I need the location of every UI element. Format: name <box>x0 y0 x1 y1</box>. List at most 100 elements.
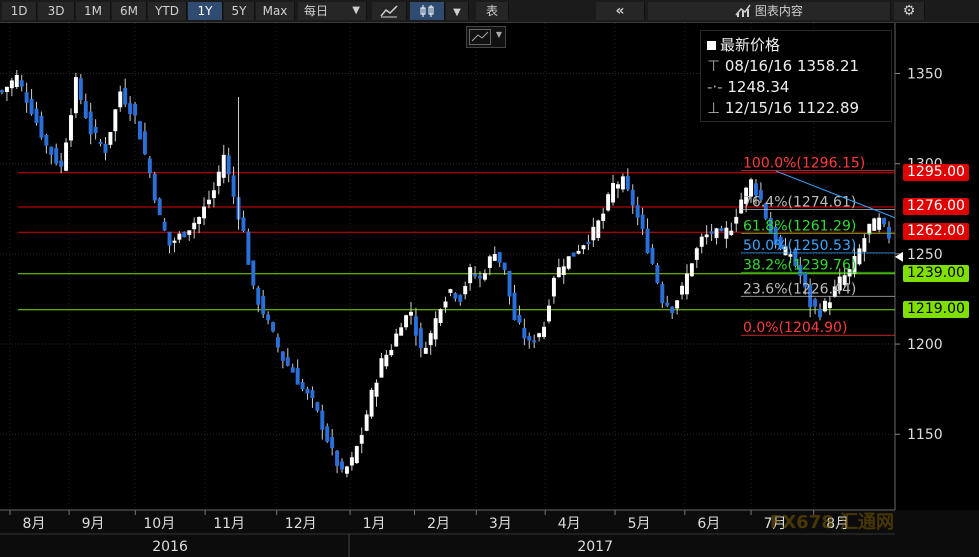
range-max[interactable]: Max <box>256 2 295 20</box>
candle-body <box>468 267 473 284</box>
collapse-button[interactable]: « <box>596 2 645 20</box>
candle-body <box>187 230 192 235</box>
frequency-dropdown[interactable]: 每日 ▼ <box>298 2 367 20</box>
candle-body <box>256 287 261 305</box>
candle-body <box>226 155 231 175</box>
range-1y[interactable]: 1Y <box>188 2 223 20</box>
ytick-label: 1350 <box>907 67 943 83</box>
candle-body <box>394 333 399 347</box>
candle-body <box>172 240 177 243</box>
candle-body <box>389 349 394 356</box>
candle-body <box>29 98 34 115</box>
price-tag: 1219.00 <box>903 300 969 318</box>
ytick-label: 1250 <box>907 247 943 263</box>
candle-body <box>507 270 512 297</box>
candle-body <box>798 265 803 276</box>
candle-body <box>596 220 601 238</box>
chart-menu-label: 图表内容 <box>754 4 803 18</box>
candle-body <box>404 315 409 328</box>
fib-label: 61.8%(1261.29) <box>743 219 856 235</box>
candle-body <box>433 318 438 340</box>
range-1d[interactable]: 1D <box>2 2 37 20</box>
chevron-down-icon: ▼ <box>495 30 502 39</box>
candle-body <box>709 231 714 234</box>
candle-body <box>753 183 758 196</box>
low-marker-icon: ⊥ <box>707 99 721 117</box>
candle-body <box>739 199 744 214</box>
candle-body <box>177 233 182 240</box>
candle-body <box>788 254 793 257</box>
candle-body <box>98 141 103 144</box>
candle-body <box>783 246 788 256</box>
candle-body <box>487 256 492 268</box>
drawing-tool-dropdown[interactable]: ▼ <box>466 26 506 48</box>
xtick-label: 7月 <box>764 516 787 532</box>
range-3d[interactable]: 3D <box>38 2 75 20</box>
price-tag: 1295.00 <box>903 163 969 181</box>
candle-body <box>650 247 655 264</box>
candle-body <box>192 222 197 230</box>
candle-body <box>88 111 93 135</box>
candle-body <box>601 213 606 221</box>
candle-body <box>670 306 675 314</box>
chart-menu-button[interactable]: 图表内容 <box>648 2 891 20</box>
bar-chart-icon <box>735 4 751 17</box>
candle-body <box>611 182 616 203</box>
candle-body <box>349 457 354 466</box>
candle-body <box>19 80 24 87</box>
candle-body <box>867 223 872 235</box>
candle-body <box>438 309 443 323</box>
candle-body <box>34 108 39 123</box>
candle-body <box>852 255 857 274</box>
candle-body <box>882 218 887 225</box>
legend-last: 1248.34 <box>727 78 790 96</box>
chart-type-dropdown[interactable]: ▼ <box>446 2 469 20</box>
candle-body <box>729 230 734 235</box>
candle-body <box>542 326 547 337</box>
candle-body <box>448 289 453 293</box>
candle-body <box>241 217 246 232</box>
candle-body <box>118 91 123 108</box>
candle-body <box>9 80 14 89</box>
candle-body <box>44 134 49 146</box>
candle-body <box>734 216 739 224</box>
candle-body <box>694 248 699 260</box>
price-tag: 1262.00 <box>903 223 969 241</box>
range-6m[interactable]: 6M <box>112 2 147 20</box>
candle-body <box>675 300 680 309</box>
xtick-label: 9月 <box>82 516 105 532</box>
settings-button[interactable]: ⚙ <box>894 2 925 20</box>
candle-body <box>689 263 694 277</box>
candle-body <box>162 221 167 231</box>
candlestick-button[interactable] <box>410 2 445 20</box>
candle-body <box>64 142 69 171</box>
candle-body <box>719 228 724 232</box>
line-chart-button[interactable] <box>372 2 407 20</box>
range-1m[interactable]: 1M <box>76 2 111 20</box>
candle-body <box>142 131 147 155</box>
candle-body <box>803 272 808 288</box>
candle-body <box>763 203 768 219</box>
candle-body <box>266 314 271 321</box>
candle-body <box>625 175 630 190</box>
candle-body <box>78 78 83 100</box>
candle-body <box>822 300 827 312</box>
candle-body <box>128 103 133 115</box>
candle-body <box>108 132 113 145</box>
candle-body <box>300 382 305 390</box>
ytick-label: 1150 <box>907 427 943 443</box>
candle-body <box>147 158 152 174</box>
candle-body <box>827 302 832 308</box>
candle-body <box>640 214 645 230</box>
candle-body <box>330 436 335 449</box>
candle-body <box>285 357 290 366</box>
range-5y[interactable]: 5Y <box>224 2 255 20</box>
ytick-label: 1200 <box>907 337 943 353</box>
price-tag: 1239.00 <box>903 264 969 282</box>
table-button[interactable]: 表 <box>476 2 509 20</box>
candle-body <box>665 302 670 306</box>
candle-body <box>325 426 330 442</box>
last-price-marker <box>895 251 903 262</box>
range-ytd[interactable]: YTD <box>148 2 187 20</box>
candle-body <box>522 327 527 339</box>
